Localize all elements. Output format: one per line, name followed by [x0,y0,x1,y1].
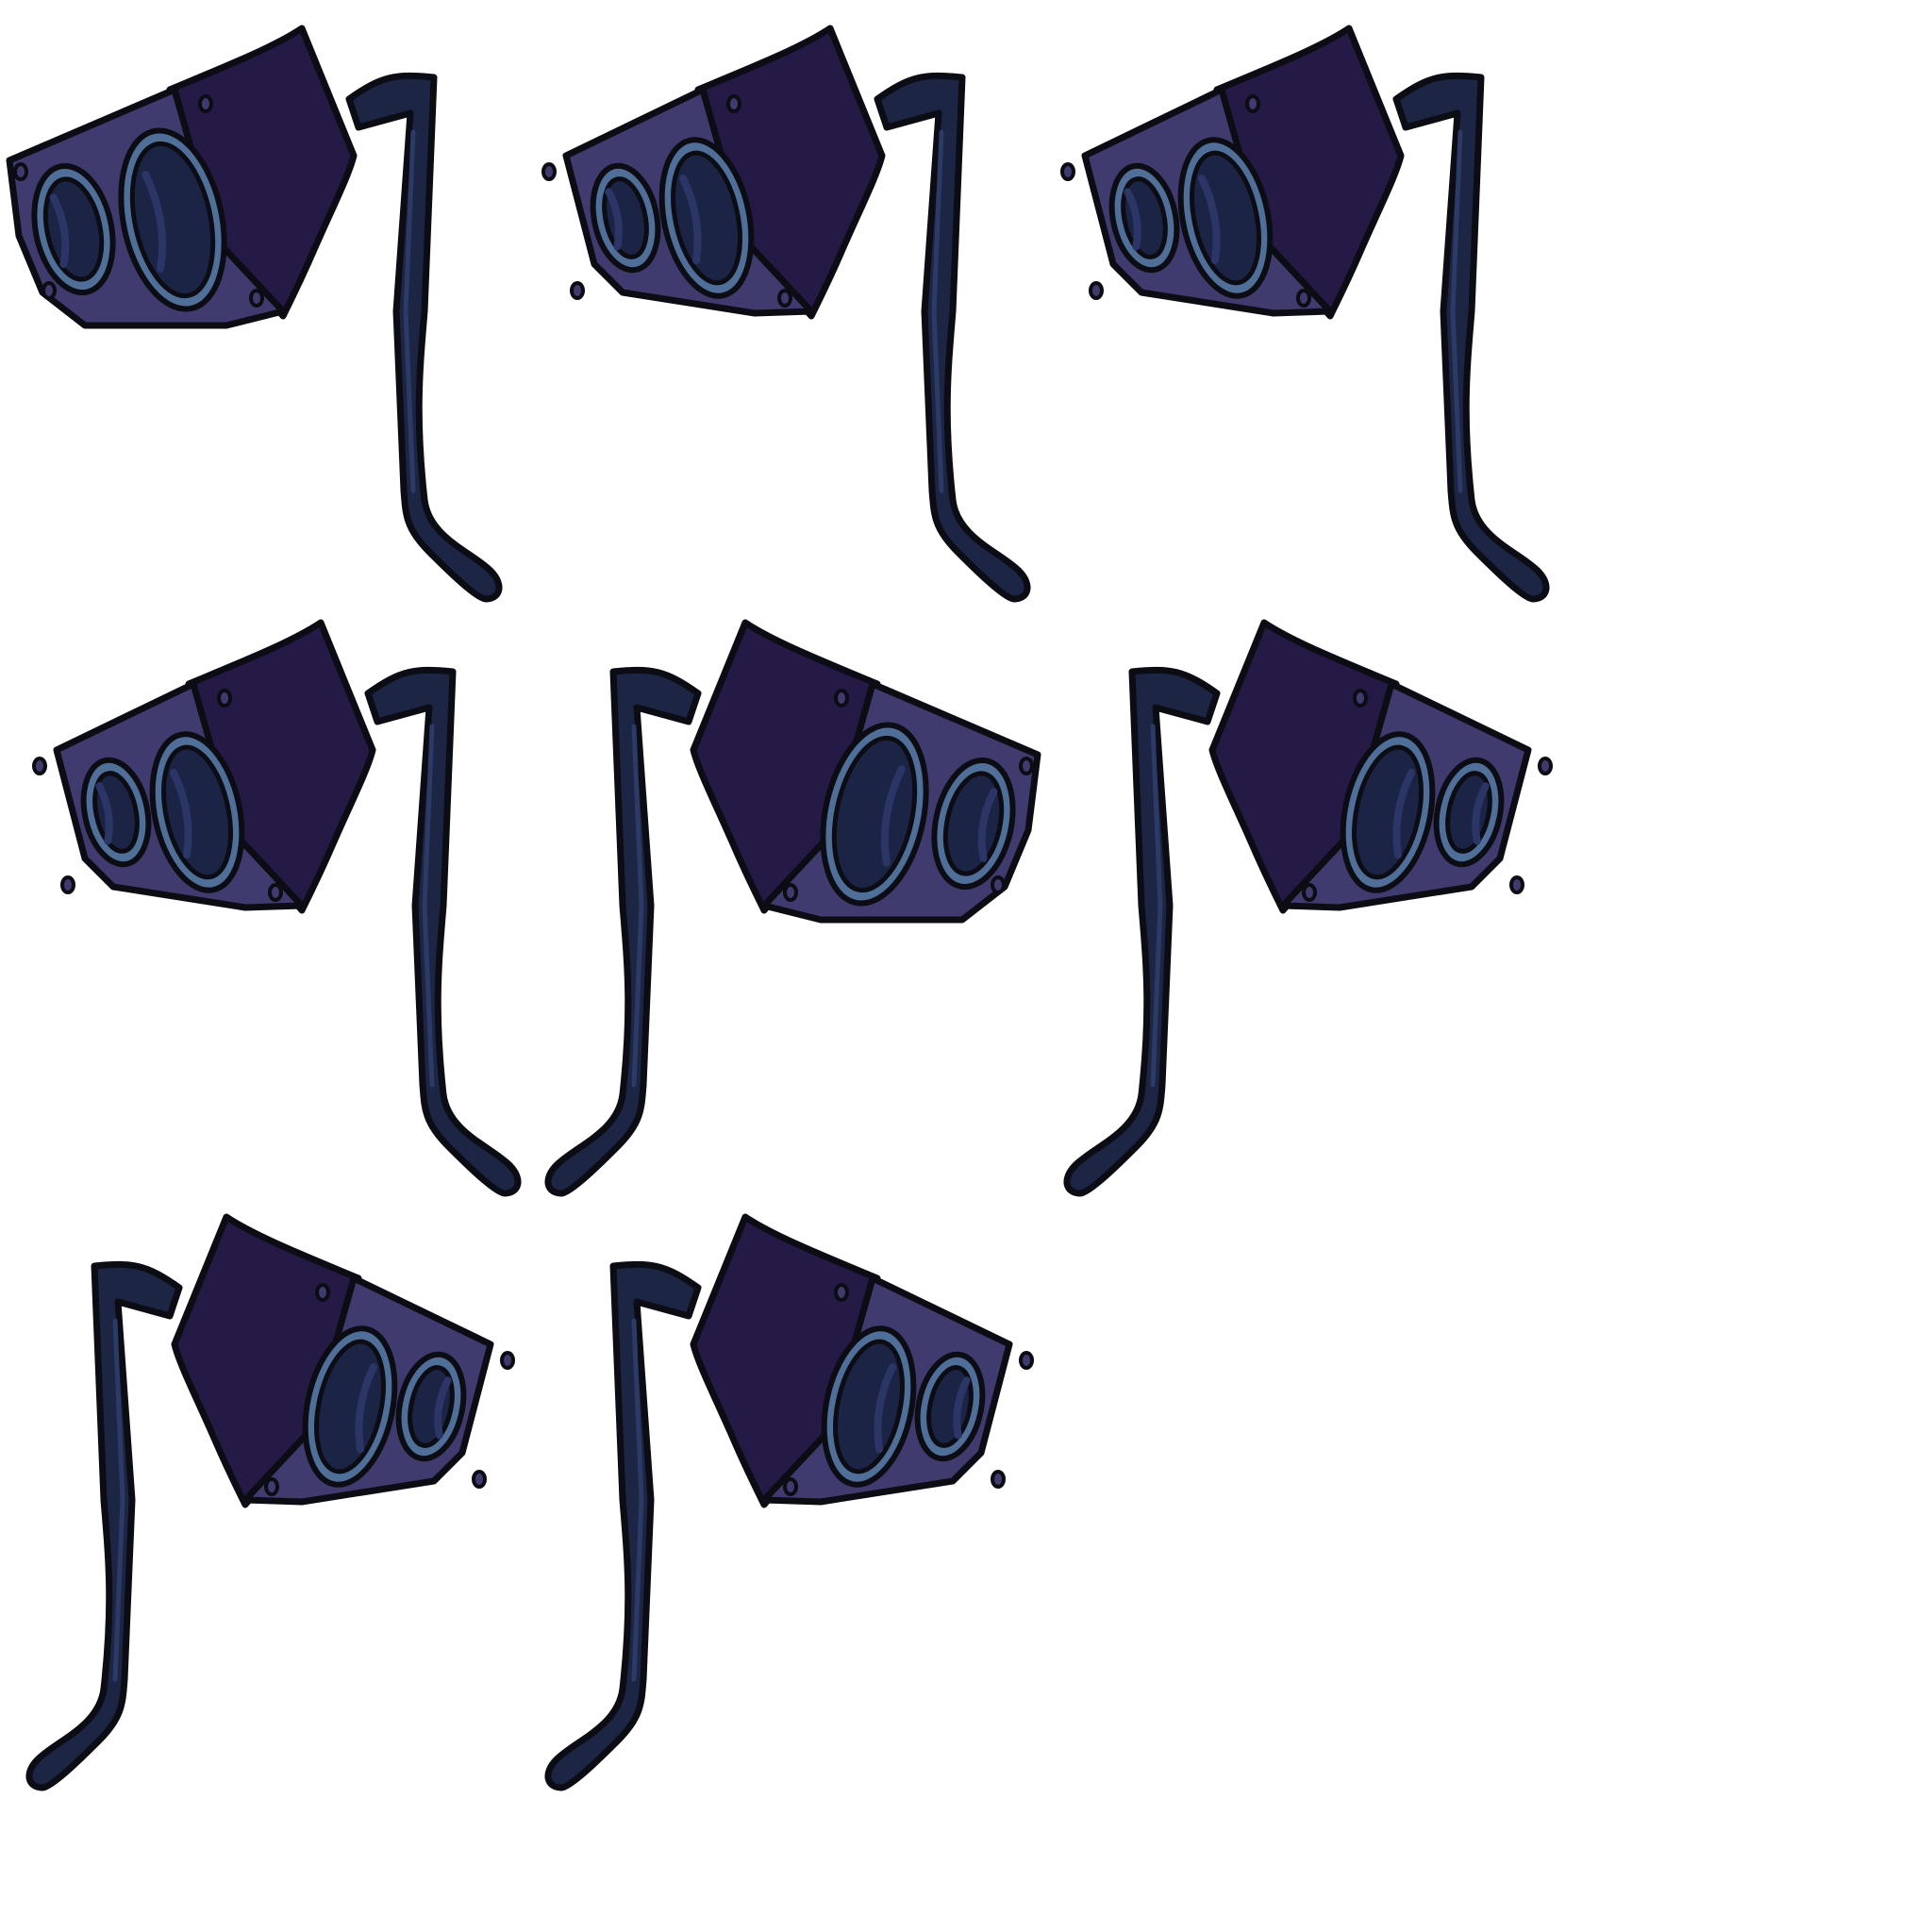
stand-pole [25,1260,183,1791]
speaker-woofer-icon [302,1325,398,1488]
speaker-woofer-icon [820,722,929,907]
speaker-side-panel [694,25,886,320]
stand-pole [544,1260,702,1791]
stand-pole [1063,666,1221,1197]
speaker-tweeter-icon [80,757,152,868]
speaker-tweeter-icon [931,757,1016,891]
speaker-tweeter-icon [31,162,116,296]
speaker-sprite-frame-1 [0,9,528,613]
speaker-woofer-icon [1177,137,1274,299]
speaker-sprite-frame-7 [0,1198,528,1802]
speaker-tweeter-icon [395,1351,467,1462]
speaker-side-panel [1213,25,1405,320]
speaker-woofer-icon [821,1325,917,1488]
speaker-tweeter-icon [1108,162,1180,274]
speaker-tweeter-icon [1433,757,1505,868]
speaker-woofer-icon [149,731,245,893]
speaker-tweeter-icon [590,162,661,274]
speaker-sprite-frame-4 [19,604,547,1208]
speaker-tweeter-icon [914,1351,986,1462]
stand-pole [544,666,702,1197]
stand-pole [364,666,522,1197]
speaker-woofer-icon [658,137,755,299]
stand-pole [874,72,1031,603]
speaker-sprite-frame-8 [519,1198,1047,1802]
speaker-side-panel [690,619,881,914]
stand-pole [345,72,503,603]
stand-pole [1392,72,1550,603]
speaker-side-panel [690,1213,881,1508]
speaker-sprite-frame-6 [1038,604,1566,1208]
speaker-woofer-icon [118,127,227,312]
speaker-sprite-frame-3 [1047,9,1575,613]
speaker-sprite-frame-2 [528,9,1057,613]
speaker-woofer-icon [1340,731,1436,893]
speaker-side-panel [185,619,376,914]
speaker-sprite-frame-5 [519,604,1047,1208]
speaker-side-panel [166,25,358,320]
speaker-side-panel [1208,619,1400,914]
speaker-side-panel [171,1213,362,1508]
